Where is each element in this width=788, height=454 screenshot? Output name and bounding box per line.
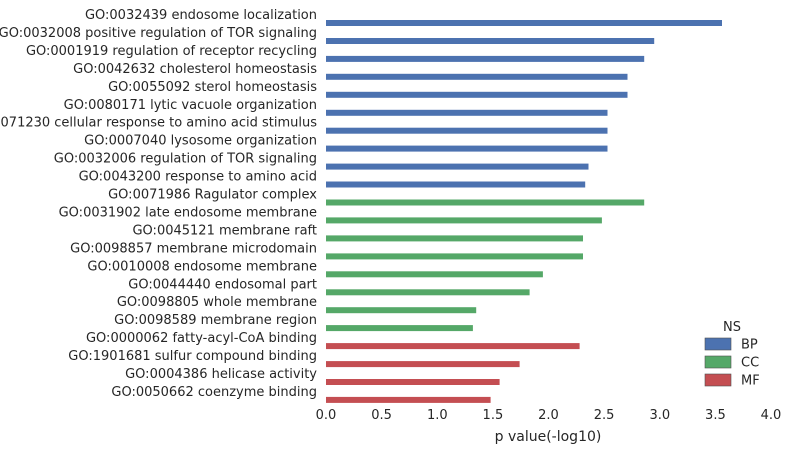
bar-cc bbox=[326, 253, 583, 260]
category-labels: GO:0032439 endosome localization GO:00320… bbox=[0, 8, 317, 400]
bar-bp bbox=[326, 163, 589, 170]
category-label: GO:0098589 membrane region bbox=[114, 313, 317, 328]
category-label: GO:0004386 helicase activity bbox=[125, 367, 317, 382]
legend: NS BP CC MF bbox=[704, 320, 760, 389]
category-label: GO:0043200 response to amino acid bbox=[79, 170, 317, 185]
category-label: GO:0032006 regulation of TOR signaling bbox=[54, 152, 317, 167]
category-label: GO:0032439 endosome localization bbox=[85, 8, 317, 23]
bar-mf bbox=[326, 361, 520, 368]
category-label: GO:1901681 sulfur compound binding bbox=[68, 349, 317, 364]
category-label: GO:0045121 membrane raft bbox=[132, 223, 317, 238]
x-axis-label: p value(-log10) bbox=[495, 429, 602, 445]
category-label: GO:0042632 cholesterol homeostasis bbox=[73, 62, 317, 77]
x-tick-label: 4.0 bbox=[761, 408, 782, 423]
category-label: GO:0031902 late endosome membrane bbox=[59, 205, 317, 220]
x-tick-label: 1.5 bbox=[483, 408, 504, 423]
x-tick-label: 1.0 bbox=[427, 408, 448, 423]
bar-bp bbox=[326, 127, 608, 134]
category-label: GO:0007040 lysosome organization bbox=[84, 134, 317, 149]
category-label: GO:0000062 fatty-acyl-CoA binding bbox=[86, 331, 317, 346]
bar-cc bbox=[326, 271, 543, 278]
bar-cc bbox=[326, 235, 583, 242]
category-label: GO:0050662 coenzyme binding bbox=[111, 385, 317, 400]
bar-mf bbox=[326, 379, 500, 385]
x-tick-label: 2.5 bbox=[594, 408, 615, 423]
bar-bp bbox=[326, 55, 645, 62]
bar-bp bbox=[326, 20, 722, 26]
category-label: GO:0044440 endosomal part bbox=[128, 277, 317, 292]
bar-cc bbox=[326, 325, 473, 332]
category-label: GO:0001919 regulation of receptor recycl… bbox=[26, 44, 317, 59]
x-tick-label: 0.5 bbox=[371, 408, 392, 423]
bars-layer bbox=[326, 20, 722, 403]
x-tick-label: 3.5 bbox=[705, 408, 726, 423]
bar-mf bbox=[326, 396, 491, 403]
x-tick-label: 0.0 bbox=[316, 408, 337, 423]
category-label: GO:0055092 sterol homeostasis bbox=[108, 80, 317, 95]
legend-swatch-bp bbox=[704, 337, 732, 351]
legend-label-bp: BP bbox=[741, 338, 758, 353]
bar-bp bbox=[326, 38, 655, 44]
bar-bp bbox=[326, 91, 628, 98]
legend-swatch-cc bbox=[704, 355, 732, 369]
category-label: GO:0098857 membrane microdomain bbox=[70, 241, 317, 256]
category-label: GO:0071230 cellular response to amino ac… bbox=[0, 116, 317, 131]
bar-cc bbox=[326, 217, 602, 224]
category-label: GO:0071986 Ragulator complex bbox=[108, 188, 317, 203]
bar-bp bbox=[326, 109, 608, 116]
bar-bp bbox=[326, 73, 628, 80]
x-axis-ticks: 0.0 0.5 1.0 1.5 2.0 2.5 3.0 3.5 4.0 bbox=[316, 408, 782, 423]
category-label: GO:0010008 endosome membrane bbox=[87, 259, 317, 274]
bar-cc bbox=[326, 199, 645, 206]
category-label: GO:0032008 positive regulation of TOR si… bbox=[0, 26, 317, 41]
x-tick-label: 2.0 bbox=[538, 408, 559, 423]
x-tick-label: 3.0 bbox=[649, 408, 670, 423]
legend-label-cc: CC bbox=[741, 356, 759, 371]
legend-title: NS bbox=[723, 320, 741, 335]
legend-label-mf: MF bbox=[741, 374, 760, 389]
bar-bp bbox=[326, 145, 608, 152]
category-label: GO:0098805 whole membrane bbox=[117, 295, 317, 310]
category-label: GO:0080171 lytic vacuole organization bbox=[64, 98, 317, 113]
bar-cc bbox=[326, 307, 477, 314]
bar-cc bbox=[326, 289, 530, 296]
legend-swatch-mf bbox=[704, 373, 732, 387]
bar-bp bbox=[326, 181, 586, 188]
bar-mf bbox=[326, 343, 580, 350]
